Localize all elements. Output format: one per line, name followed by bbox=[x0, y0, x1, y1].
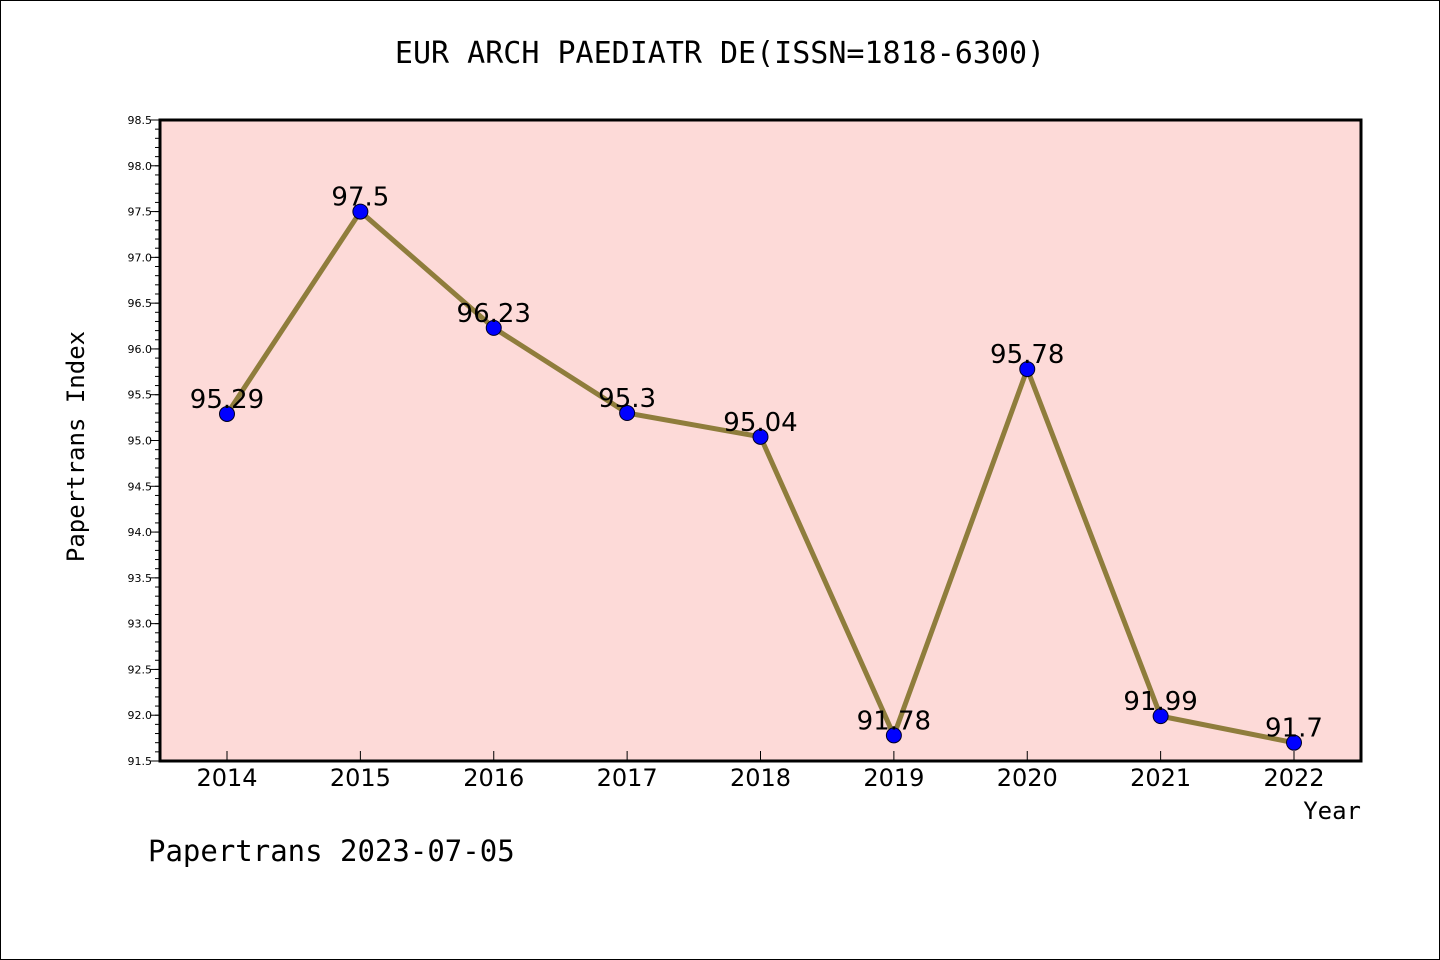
x-tick-label: 2014 bbox=[196, 764, 257, 792]
y-tick-label: 94.5 bbox=[128, 480, 153, 493]
x-tick-label: 2017 bbox=[597, 764, 658, 792]
data-point bbox=[352, 203, 369, 220]
series-markers bbox=[219, 203, 1302, 751]
y-axis-title: Papertrans Index bbox=[62, 331, 90, 562]
footer-credit: Papertrans 2023-07-05 bbox=[148, 834, 515, 868]
x-tick-label: 2021 bbox=[1130, 764, 1191, 792]
data-label: 91.7 bbox=[1265, 714, 1323, 744]
y-tick-label: 98.0 bbox=[128, 160, 153, 173]
x-axis-ticks: 2014 2015 2016 2017 2018 2019 2020 2021 2022 bbox=[196, 751, 1325, 792]
data-point bbox=[752, 428, 769, 445]
y-tick-label: 95.5 bbox=[128, 389, 153, 402]
data-point bbox=[1019, 361, 1036, 378]
x-tick-label: 2019 bbox=[863, 764, 924, 792]
y-tick-label: 91.5 bbox=[128, 755, 153, 768]
y-tick-label: 92.0 bbox=[128, 709, 153, 722]
data-label: 96.23 bbox=[457, 299, 531, 329]
x-tick-label: 2018 bbox=[730, 764, 791, 792]
x-tick-label: 2020 bbox=[997, 764, 1058, 792]
data-label: 95.78 bbox=[990, 340, 1064, 370]
data-label: 95.04 bbox=[723, 408, 797, 438]
x-axis-title: Year bbox=[1303, 797, 1361, 825]
y-tick-label: 97.0 bbox=[128, 251, 153, 264]
y-tick-label: 98.5 bbox=[128, 114, 153, 127]
x-tick-label: 2015 bbox=[330, 764, 391, 792]
y-tick-label: 97.5 bbox=[128, 206, 153, 219]
plot-border bbox=[158, 118, 1363, 763]
y-tick-label: 96.5 bbox=[128, 297, 153, 310]
data-point bbox=[619, 405, 636, 422]
data-label: 91.78 bbox=[857, 706, 931, 736]
x-tick-label: 2022 bbox=[1263, 764, 1324, 792]
y-tick-label: 92.5 bbox=[128, 663, 153, 676]
y-tick-label: 93.5 bbox=[128, 572, 153, 585]
y-tick-label: 95.0 bbox=[128, 435, 153, 448]
y-tick-label: 96.0 bbox=[128, 343, 153, 356]
data-label: 95.29 bbox=[190, 385, 264, 415]
y-tick-label: 93.0 bbox=[128, 618, 153, 631]
data-label: 91.99 bbox=[1123, 687, 1197, 717]
y-tick-label: 94.0 bbox=[128, 526, 153, 539]
chart-title: EUR ARCH PAEDIATR DE(ISSN=1818-6300) bbox=[394, 36, 1046, 71]
data-point bbox=[885, 727, 902, 744]
x-tick-label: 2016 bbox=[463, 764, 524, 792]
data-label: 97.5 bbox=[331, 183, 389, 213]
data-point bbox=[1286, 734, 1302, 751]
data-labels: 95.29 97.5 96.23 95.3 95.04 91.78 95.78 91.99 91… bbox=[190, 183, 1323, 744]
data-point bbox=[219, 405, 235, 422]
data-label: 95.3 bbox=[598, 384, 656, 414]
y-axis-ticks: 91.5 92.0 92.5 93.0 93.5 94.0 94.5 95.0 95.5 96.0… bbox=[128, 114, 160, 768]
data-point bbox=[485, 319, 502, 336]
data-point bbox=[1152, 708, 1169, 725]
